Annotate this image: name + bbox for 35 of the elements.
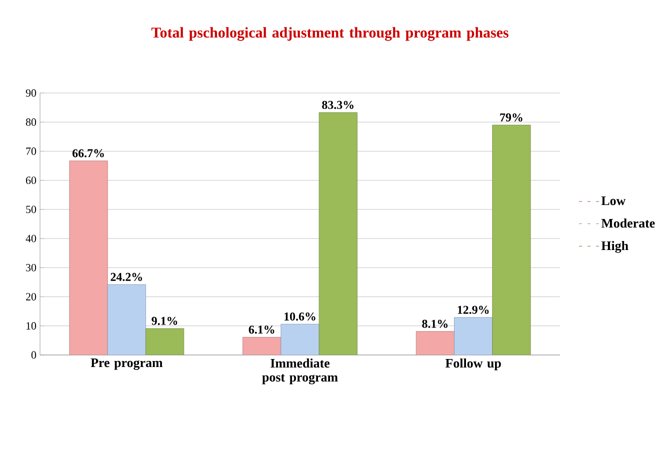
y-tick-label: 50 [26, 206, 36, 214]
bar [107, 284, 146, 355]
data-label: 6.1% [248, 326, 274, 334]
y-tick-label: 80 [26, 118, 36, 126]
y-tick-label: 40 [26, 234, 36, 242]
data-label: 12.9% [458, 306, 489, 314]
legend-label: High [601, 240, 628, 253]
data-label: 83.3% [322, 100, 354, 109]
x-tick-label: Immediate post program [262, 358, 338, 384]
legend-label: Low [601, 196, 626, 206]
bar [416, 331, 454, 355]
bar [492, 124, 531, 355]
bar [146, 328, 184, 355]
data-label: 24.2% [110, 272, 142, 282]
x-tick-label: Follow up [445, 358, 501, 370]
y-tick-label: 60 [26, 176, 36, 184]
bar [454, 317, 493, 355]
data-label: 66.7% [72, 149, 104, 158]
data-label: 79% [500, 113, 522, 122]
y-tick-label: 30 [26, 264, 36, 272]
bar [242, 337, 282, 355]
bar [318, 112, 358, 355]
bar [69, 160, 108, 355]
y-tick-label: 70 [26, 148, 36, 155]
y-tick-label: 20 [26, 293, 36, 300]
data-label: 8.1% [422, 320, 448, 328]
legend-label: Moderate [601, 218, 655, 228]
y-tick-label: 0 [31, 351, 36, 359]
chart-title: Total pschological adjustment through program phases [151, 27, 508, 41]
y-tick-label: 90 [26, 89, 36, 97]
x-tick-label: Pre program [90, 358, 163, 370]
bar [280, 324, 320, 355]
y-tick-label: 10 [26, 322, 36, 330]
data-label: 9.1% [152, 316, 178, 325]
data-label: 10.6% [284, 312, 316, 321]
